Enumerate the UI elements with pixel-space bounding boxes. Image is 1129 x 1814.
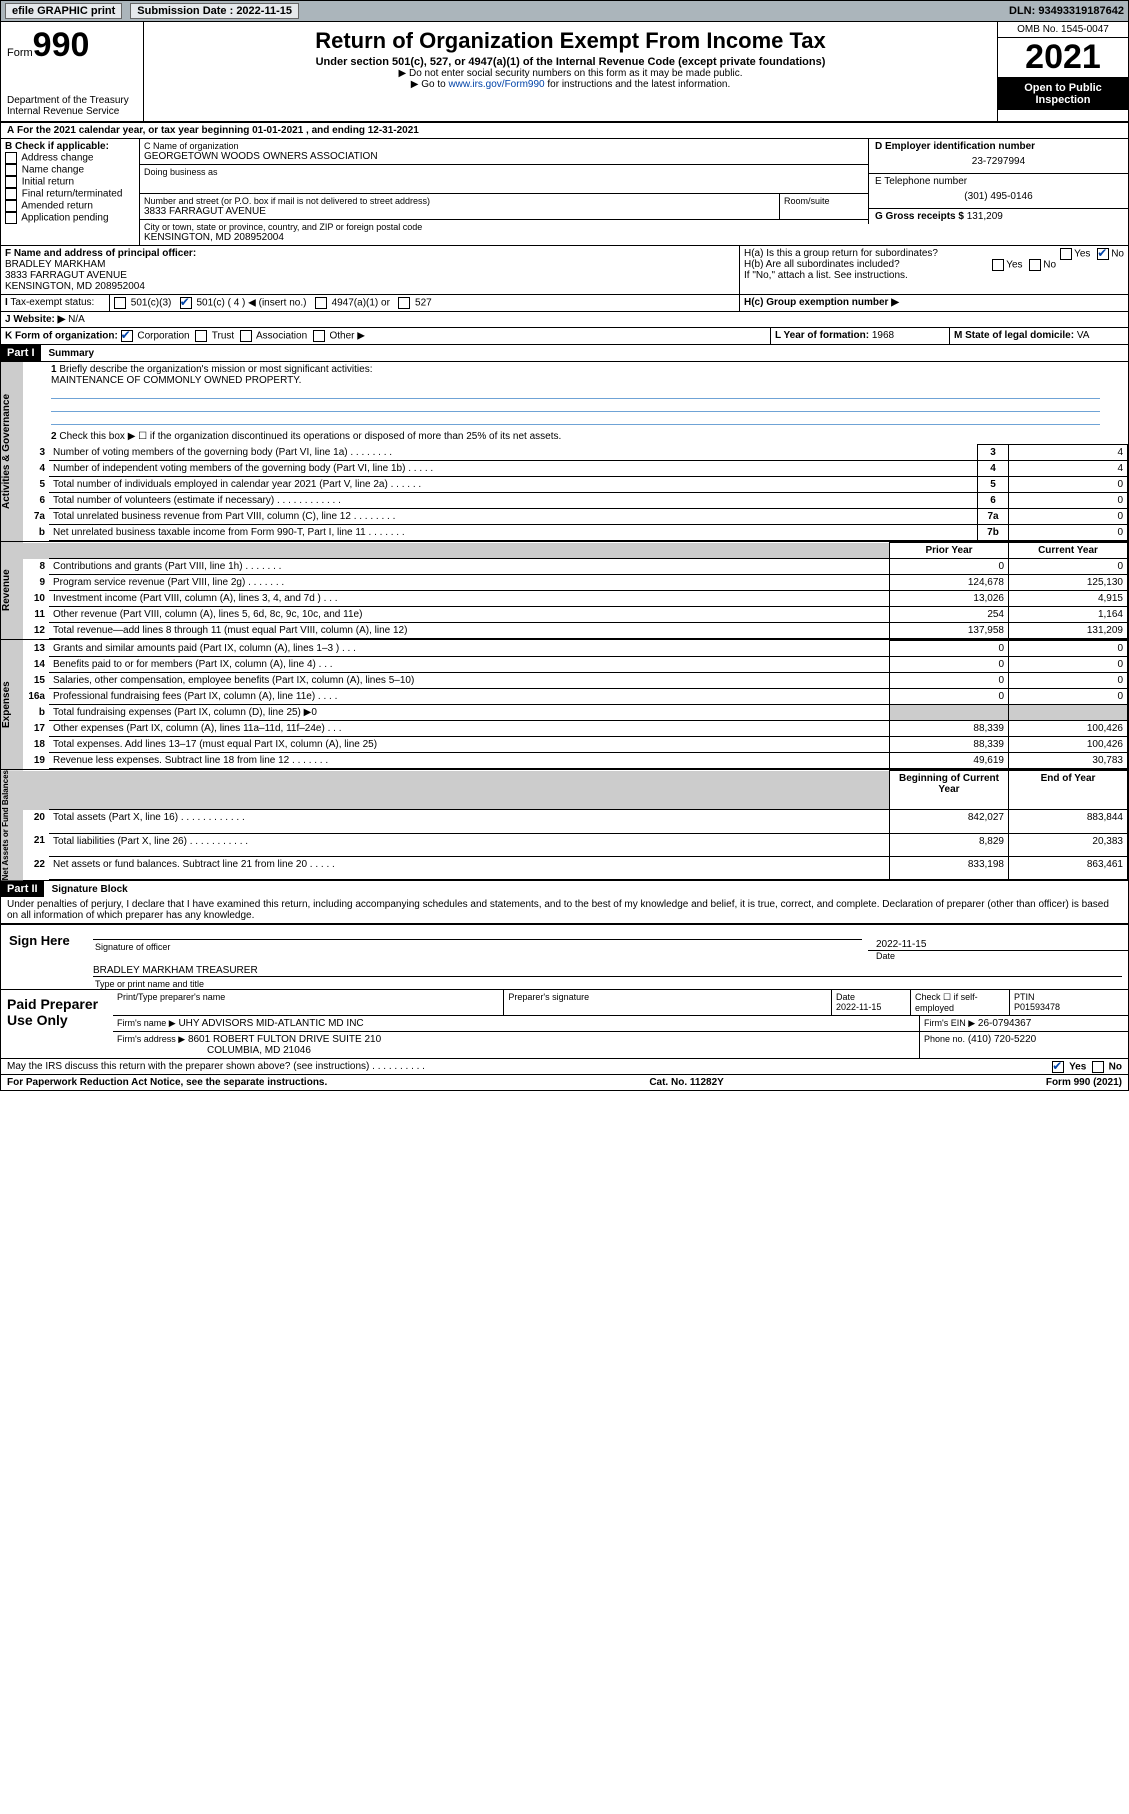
footer-m: Cat. No. 11282Y (649, 1077, 723, 1088)
discuss-no[interactable] (1092, 1061, 1104, 1073)
form-title: Return of Organization Exempt From Incom… (152, 28, 989, 54)
q2: Check this box ▶ ☐ if the organization d… (59, 431, 561, 442)
self-emp: Check ☐ if self-employed (911, 990, 1010, 1015)
k-trust[interactable] (195, 330, 207, 342)
i-4947[interactable] (315, 297, 327, 309)
ptin: P01593478 (1014, 1002, 1060, 1012)
part1-title: Summary (41, 348, 95, 359)
gross-receipts: 131,209 (967, 211, 1003, 222)
i-501c3[interactable] (114, 297, 126, 309)
b-opt[interactable] (5, 188, 17, 200)
part2-bar: Part II (1, 881, 44, 897)
hc-lbl: H(c) Group exemption number ▶ (740, 295, 1128, 311)
b-opt[interactable] (5, 200, 17, 212)
open-public: Open to Public Inspection (998, 78, 1128, 110)
i-527[interactable] (398, 297, 410, 309)
ha-lbl: H(a) Is this a group return for subordin… (744, 248, 938, 259)
sig-date-lbl: Date (868, 950, 1128, 961)
website: N/A (68, 314, 85, 325)
h-note: If "No," attach a list. See instructions… (744, 270, 1124, 281)
city: KENSINGTON, MD 208952004 (144, 232, 864, 243)
declaration: Under penalties of perjury, I declare th… (1, 897, 1128, 923)
vert-gov: Activities & Governance (1, 362, 23, 541)
hb-no[interactable] (1029, 259, 1041, 271)
form-number: Form990 (7, 26, 137, 65)
b-opt[interactable] (5, 164, 17, 176)
footer-r: Form 990 (2021) (1046, 1077, 1122, 1088)
part1-bar: Part I (1, 345, 41, 361)
domicile: VA (1077, 330, 1090, 341)
dba-lbl: Doing business as (144, 167, 864, 177)
firm-ein: 26-0794367 (978, 1018, 1031, 1029)
ein: 23-7297994 (875, 152, 1122, 171)
k-corp[interactable] (121, 330, 133, 342)
firm-addr2: COLUMBIA, MD 21046 (117, 1045, 311, 1056)
f-lbl: F Name and address of principal officer: (5, 248, 735, 259)
part2-title: Signature Block (44, 884, 128, 895)
i-501c[interactable] (180, 297, 192, 309)
vert-exp: Expenses (1, 640, 23, 769)
discuss-yes[interactable] (1052, 1061, 1064, 1073)
city-lbl: City or town, state or province, country… (144, 222, 864, 232)
b-opt[interactable] (5, 152, 17, 164)
i-lbl: I Tax-exempt status: (1, 295, 110, 311)
form990-link[interactable]: www.irs.gov/Form990 (448, 79, 544, 90)
sign-here: Sign Here (1, 925, 87, 989)
q1-val: MAINTENANCE OF COMMONLY OWNED PROPERTY. (51, 375, 301, 386)
sig-date: 2022-11-15 (868, 925, 1128, 950)
vert-rev: Revenue (1, 542, 23, 639)
b-opt[interactable] (5, 176, 17, 188)
ha-yes[interactable] (1060, 248, 1072, 260)
k-assoc[interactable] (240, 330, 252, 342)
tax-year: 2021 (998, 38, 1128, 78)
firm-phone: (410) 720-5220 (968, 1034, 1036, 1045)
discuss: May the IRS discuss this return with the… (7, 1061, 425, 1072)
room-lbl: Room/suite (779, 194, 868, 219)
dln: DLN: 93493319187642 (1009, 5, 1124, 17)
ha-no[interactable] (1097, 248, 1109, 260)
street: 3833 FARRAGUT AVENUE (144, 206, 775, 217)
officer-name: BRADLEY MARKHAM (5, 259, 735, 270)
prep-name-lbl: Print/Type preparer's name (113, 990, 504, 1015)
k-other[interactable] (313, 330, 325, 342)
efile-print-button[interactable]: efile GRAPHIC print (5, 3, 122, 19)
form-subtitle: Under section 501(c), 527, or 4947(a)(1)… (152, 56, 989, 68)
officer-sig-name: BRADLEY MARKHAM TREASURER (93, 965, 258, 976)
d-lbl: D Employer identification number (875, 141, 1035, 152)
prep-sig-lbl: Preparer's signature (504, 990, 832, 1015)
b-opt[interactable] (5, 212, 17, 224)
line-a: A For the 2021 calendar year, or tax yea… (1, 123, 1128, 139)
c-name-lbl: C Name of organization (144, 141, 864, 151)
sig-name-lbl: Type or print name and title (87, 979, 1128, 989)
phone: (301) 495-0146 (875, 187, 1122, 206)
hb-yes[interactable] (992, 259, 1004, 271)
vert-net: Net Assets or Fund Balances (1, 770, 23, 880)
footer-l: For Paperwork Reduction Act Notice, see … (7, 1077, 327, 1088)
year-formation: 1968 (872, 330, 894, 341)
firm-addr1: 8601 ROBERT FULTON DRIVE SUITE 210 (188, 1034, 381, 1045)
paid-preparer: Paid Preparer Use Only (1, 990, 113, 1058)
q1: Briefly describe the organization's miss… (59, 364, 372, 375)
officer-addr1: 3833 FARRAGUT AVENUE (5, 270, 735, 281)
omb-number: OMB No. 1545-0047 (998, 22, 1128, 38)
prep-date: 2022-11-15 (836, 1002, 881, 1012)
e-lbl: E Telephone number (875, 176, 967, 187)
firm-name: UHY ADVISORS MID-ATLANTIC MD INC (178, 1018, 363, 1029)
irs-label: Internal Revenue Service (7, 106, 137, 117)
g-lbl: G Gross receipts $ (875, 211, 964, 222)
hb-lbl: H(b) Are all subordinates included? (744, 259, 900, 270)
b-lead: B Check if applicable: (5, 141, 135, 152)
sig-officer-lbl: Signature of officer (87, 942, 868, 952)
top-bar: efile GRAPHIC print Submission Date : 20… (1, 1, 1128, 22)
org-name: GEORGETOWN WOODS OWNERS ASSOCIATION (144, 151, 864, 162)
street-lbl: Number and street (or P.O. box if mail i… (144, 196, 775, 206)
submission-date: Submission Date : 2022-11-15 (130, 3, 299, 19)
goto-note: ▶ Go to www.irs.gov/Form990 for instruct… (152, 79, 989, 90)
dept-treasury: Department of the Treasury (7, 95, 137, 106)
ssn-note: ▶ Do not enter social security numbers o… (152, 68, 989, 79)
officer-addr2: KENSINGTON, MD 208952004 (5, 281, 735, 292)
